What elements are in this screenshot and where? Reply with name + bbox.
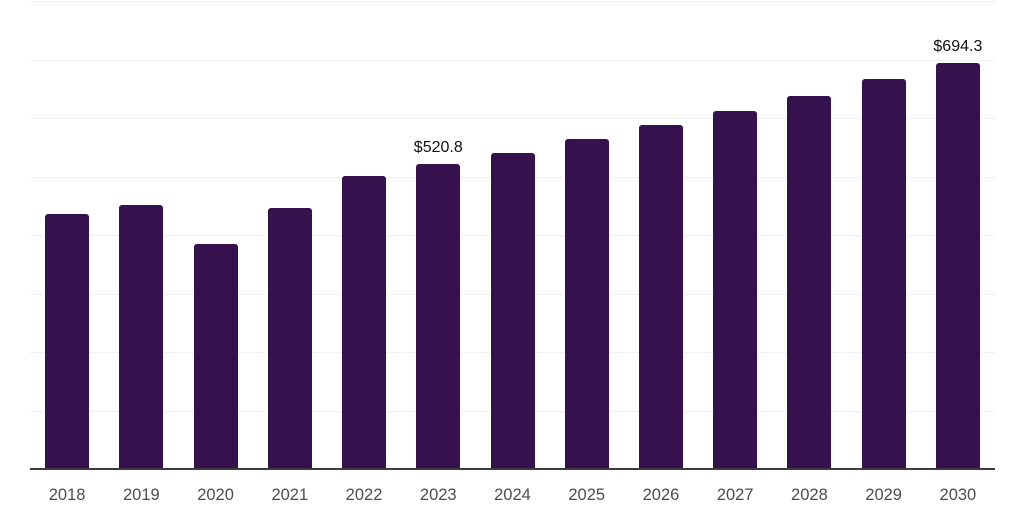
x-tick-2028: 2028 — [791, 486, 828, 504]
bar-2025 — [564, 139, 609, 469]
bar-2030 — [935, 62, 980, 469]
value-label-2030: $694.3 — [933, 37, 983, 55]
bar-2021 — [267, 207, 312, 469]
bar-2023 — [416, 164, 461, 469]
x-tick-2020: 2020 — [197, 486, 234, 504]
x-tick-2024: 2024 — [494, 486, 531, 504]
gridline-700 — [30, 59, 995, 61]
x-tick-2030: 2030 — [939, 486, 977, 504]
bar-2024 — [490, 152, 535, 469]
x-tick-2025: 2025 — [568, 486, 606, 504]
x-tick-2019: 2019 — [122, 486, 160, 504]
gridline-800 — [30, 1, 995, 2]
bar-2020 — [193, 244, 238, 469]
bar-2019 — [119, 205, 164, 469]
bar-2018 — [45, 213, 90, 469]
gridline-600 — [30, 118, 995, 119]
bar-2022 — [342, 175, 387, 469]
x-tick-2026: 2026 — [642, 486, 680, 504]
bar-2028 — [787, 95, 832, 469]
x-tick-2027: 2027 — [716, 486, 754, 504]
x-tick-2018: 2018 — [48, 486, 86, 504]
x-tick-2023: 2023 — [419, 486, 457, 504]
plot-area: $520.8 $694.3 — [30, 0, 995, 470]
x-tick-2029: 2029 — [865, 486, 902, 504]
bar-2026 — [638, 125, 683, 469]
value-label-2023: $520.8 — [413, 139, 463, 157]
bar-2029 — [861, 78, 906, 469]
x-tick-2021: 2021 — [271, 486, 309, 504]
bar-2027 — [713, 110, 758, 469]
x-axis-labels: 2018 2019 2020 2021 2022 2023 2024 2025 2026 2027… — [30, 486, 995, 506]
x-axis-line — [30, 468, 995, 470]
x-tick-2022: 2022 — [345, 486, 383, 504]
